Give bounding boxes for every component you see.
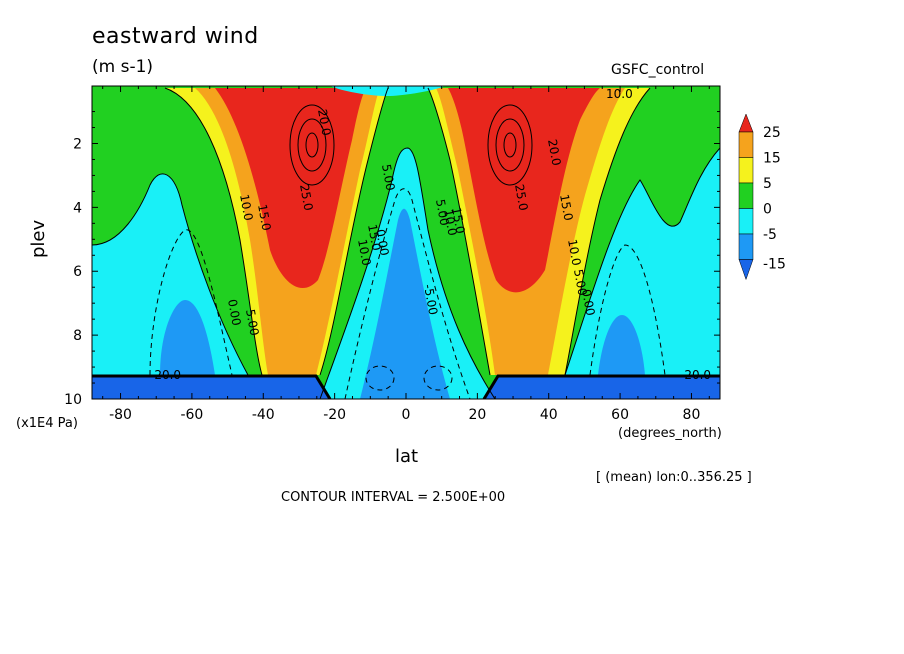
x-axis-ticks: -80 -60 -40 -20 0 20 40 60 80 (102, 86, 710, 423)
fill-band-below-ground (92, 376, 720, 399)
contour-label: 10.0 (565, 238, 583, 267)
contour-label: -20.0 (150, 368, 181, 382)
fill-band-neg15-neg5-right (598, 315, 645, 375)
contour-label: 15.0 (449, 206, 467, 235)
contour-label: 5.00 (379, 163, 397, 192)
colorbar-label: 5 (763, 176, 772, 192)
colorbar-segment (738, 208, 754, 235)
contour-label: 10.0 (355, 238, 373, 267)
colorbar-segment (738, 233, 754, 260)
fill-band-neg5-0-left (92, 173, 248, 380)
jet-core-north-1 (487, 104, 533, 186)
fill-band-neg5-0-right (565, 148, 720, 380)
fill-band-neg5-0-top (330, 86, 445, 96)
y-axis-ticks: 2 4 6 8 10 (64, 111, 720, 408)
contour-line-north-outer (564, 87, 651, 376)
contour-lines (92, 87, 720, 399)
contour-label: 0.00 (225, 298, 243, 327)
jet-core-south-1 (289, 104, 335, 186)
contour-line-north-inner (427, 87, 491, 376)
fill-band-neg15-neg5-left (160, 300, 215, 375)
contour-label: -20.0 (680, 368, 711, 382)
colorbar: 25 15 5 0 -5 -15 (738, 113, 786, 281)
y-axis-label: plev (28, 219, 49, 258)
jet-core-south-3 (305, 132, 319, 158)
contour-label: 5.00 (571, 268, 589, 297)
contour-line-south-inner (319, 87, 389, 376)
x-tick-label: -40 (252, 407, 275, 423)
contour-interval-label: CONTOUR INTERVAL = 2.500E+00 (281, 490, 506, 505)
colorbar-arrow-bottom (738, 259, 754, 281)
contour-line-zero-right (564, 147, 720, 376)
x-tick-label: -80 (109, 407, 132, 423)
contour-label: 0.00 (579, 288, 597, 317)
contour-fill-layer (92, 86, 720, 399)
colorbar-segment (738, 131, 754, 158)
contour-label: 20.0 (545, 138, 563, 167)
contour-line-south-outer (164, 87, 263, 376)
x-tick-label: 80 (683, 407, 701, 423)
contour-label: 25.0 (297, 183, 315, 212)
chart-title: eastward wind (92, 24, 259, 49)
contour-label: 15.0 (557, 193, 575, 222)
colorbar-label: -15 (763, 257, 786, 273)
fill-band-neg15-neg5-equator (360, 208, 450, 399)
contour-label: 15.0 (365, 223, 383, 252)
colorbar-segment (738, 182, 754, 209)
colorbar-label: 15 (763, 151, 781, 167)
fill-band-25-plus-south (215, 88, 366, 289)
x-tick-label: -60 (180, 407, 203, 423)
contour-label: 5.00 (243, 308, 261, 337)
contour-line-zero-equator (319, 147, 496, 399)
contour-label: 20.0 (315, 108, 333, 137)
jet-core-north-3 (503, 132, 517, 158)
neg-contour-eq-west (365, 365, 395, 391)
y-tick-label: 4 (73, 200, 82, 216)
contour-label: 25.0 (512, 183, 530, 212)
colorbar-label: 0 (763, 202, 772, 218)
contour-label: -5.00 (421, 283, 440, 316)
contour-label: 10.0 (606, 87, 633, 101)
colorbar-label: -5 (763, 227, 777, 243)
neg-contour-right (589, 244, 666, 376)
x-tick-label: 40 (540, 407, 558, 423)
neg-contour-eq-east (423, 365, 453, 391)
neg-contour-equator (344, 188, 471, 399)
colorbar-segment (738, 157, 754, 184)
x-axis-label: lat (395, 446, 419, 467)
fill-band-25-plus-north (448, 88, 600, 293)
contour-label: 10.0 (441, 208, 459, 237)
ground-boundary (92, 374, 720, 399)
contour-label: 0.00 (373, 228, 391, 257)
jet-core-north-2 (495, 118, 525, 172)
y-tick-label: 8 (73, 328, 82, 344)
negative-contours (149, 188, 666, 399)
contour-label: 10.0 (237, 193, 255, 222)
colorbar-label: 25 (763, 125, 781, 141)
jet-core-south-2 (297, 118, 327, 172)
y-tick-label: 2 (73, 136, 82, 152)
x-tick-label: 60 (611, 407, 629, 423)
x-tick-label: 20 (468, 407, 486, 423)
colorbar-arrow-top (738, 113, 754, 133)
y-axis-units: (x1E4 Pa) (16, 416, 78, 431)
y-tick-label: 10 (64, 392, 82, 408)
contour-label: 15.0 (255, 203, 273, 232)
contour-label: 5.00 (433, 198, 451, 227)
y-tick-label: 6 (73, 264, 82, 280)
dataset-label: GSFC_control (611, 62, 705, 78)
x-axis-units: (degrees_north) (618, 426, 722, 441)
x-tick-label: -20 (323, 407, 346, 423)
x-tick-label: 0 (402, 407, 411, 423)
mean-note: [ (mean) lon:0..356.25 ] (596, 470, 752, 485)
chart-units: (m s-1) (92, 57, 154, 77)
